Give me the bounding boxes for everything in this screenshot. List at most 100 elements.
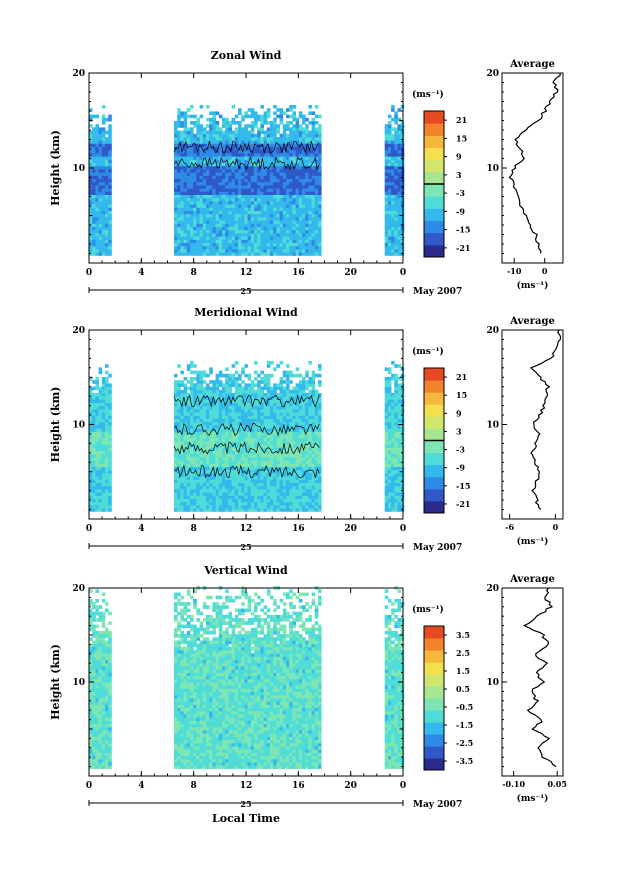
heatmap-cell [394,229,398,234]
heatmap-cell [318,383,322,387]
heatmap-cell [241,463,245,467]
heatmap-cell [209,415,213,419]
heatmap-cell [266,495,271,499]
heatmap-cell [183,428,188,432]
heatmap-cell [231,245,236,250]
heatmap-cell [199,393,204,397]
heatmap-cell [295,201,300,205]
heatmap-cell [238,181,242,186]
heatmap-cell [260,450,264,455]
heatmap-cell [247,236,252,240]
heatmap-cell [108,386,112,391]
heatmap-cell [295,217,300,221]
heatmap-cell [250,197,255,202]
heatmap-cell [199,373,204,378]
heatmap-cell [105,441,109,445]
heatmap-cell [101,146,106,151]
heatmap-cell [193,450,197,455]
heatmap-cell [308,233,312,237]
heatmap-cell [286,114,290,119]
heatmap-cell [222,175,226,179]
heatmap-cell [177,172,181,176]
heatmap-cell [196,383,200,387]
heatmap-cell [302,233,306,237]
heatmap-cell [263,220,268,224]
heatmap-cell [231,223,236,227]
heatmap-cell [193,245,197,250]
heatmap-cell [105,165,109,170]
heatmap-cell [174,143,178,147]
heatmap-cell [387,252,392,256]
heatmap-cell [311,473,316,477]
heatmap-cell [384,169,389,173]
heatmap-cell [276,223,280,227]
heatmap-cell [180,156,184,160]
heatmap-cell [305,133,309,138]
heatmap-cell [270,181,274,186]
heatmap-cell [254,217,258,221]
heatmap-cell [308,482,312,487]
heatmap-cell [292,434,296,439]
heatmap-cell [298,172,303,176]
heatmap-cell [279,242,284,247]
heatmap-cell [206,169,210,173]
heatmap-cell [279,469,284,474]
heatmap-cell [254,191,258,195]
heatmap-cell [228,204,232,208]
heatmap-cell [218,210,223,215]
heatmap-cell [238,239,242,243]
heatmap-cell [254,233,258,237]
heatmap-cell [250,210,255,215]
heatmap-cell [105,402,109,407]
heatmap-cell [250,508,255,512]
heatmap-cell [238,137,242,141]
heatmap-cell [289,245,293,250]
heatmap-cell [298,457,303,461]
heatmap-cell [238,405,242,410]
heatmap-cell [289,418,293,423]
heatmap-cell [276,364,280,368]
heatmap-cell [250,194,255,199]
heatmap-cell [263,175,268,179]
heatmap-cell [394,130,398,135]
heatmap-cell [98,156,103,160]
heatmap-cell [105,383,109,387]
heatmap-cell [241,220,245,224]
heatmap-cell [215,469,220,474]
heatmap-cell [196,197,200,202]
heatmap-cell [215,405,220,410]
heatmap-cell [95,437,99,442]
heatmap-cell [318,473,322,477]
heatmap-cell [311,162,316,167]
heatmap-cell [244,485,248,490]
heatmap-cell [238,175,242,179]
heatmap-cell [318,124,322,128]
heatmap-cell [183,425,188,429]
heatmap-cell [298,137,303,141]
heatmap-cell [289,444,293,448]
heatmap-cell [174,489,178,493]
heatmap-cell [202,415,207,419]
heatmap-cell [89,153,93,157]
heatmap-cell [247,114,252,119]
heatmap-cell [286,239,290,243]
heatmap-cell [286,495,290,499]
heatmap-cell [183,159,188,163]
heatmap-cell [92,476,96,480]
heatmap-cell [305,201,309,205]
heatmap-cell [222,213,226,218]
heatmap-cell [222,495,226,499]
heatmap-cell [105,169,109,173]
heatmap-cell [196,412,200,416]
heatmap-cell [302,137,306,141]
heatmap-cell [202,213,207,218]
heatmap-cell [215,220,220,224]
heatmap-cell [186,197,191,202]
heatmap-cell [225,501,229,506]
heatmap-cell [228,207,232,211]
heatmap-cell [218,428,223,432]
heatmap-cell [234,444,239,448]
heatmap-cell [263,393,268,397]
